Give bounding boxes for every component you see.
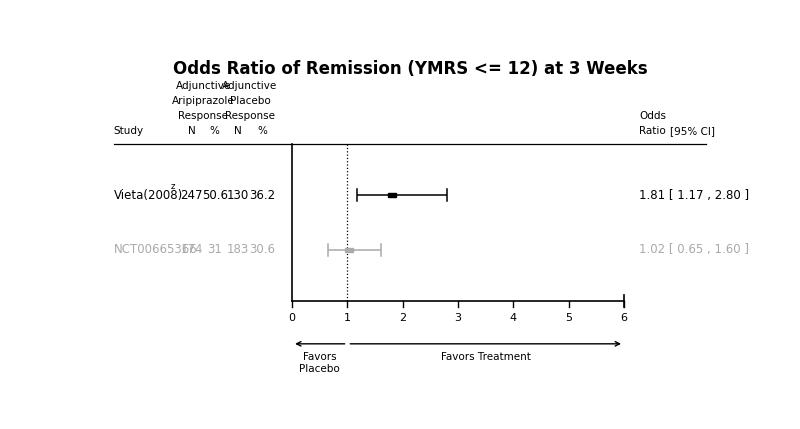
Text: %: % <box>258 126 267 136</box>
Text: 1.81 [ 1.17 , 2.80 ]: 1.81 [ 1.17 , 2.80 ] <box>639 189 750 202</box>
Text: Vieta(2008): Vieta(2008) <box>114 189 183 202</box>
Text: Study: Study <box>114 126 144 136</box>
Bar <box>345 248 353 252</box>
Text: Placebo: Placebo <box>230 96 270 106</box>
Text: [95% CI]: [95% CI] <box>670 126 715 136</box>
Text: 36.2: 36.2 <box>250 189 275 202</box>
Text: 247: 247 <box>181 189 203 202</box>
Text: 3: 3 <box>454 313 462 323</box>
Bar <box>388 193 396 197</box>
Text: NCT00665366: NCT00665366 <box>114 243 198 256</box>
Text: N: N <box>234 126 242 136</box>
Text: Favors
Placebo: Favors Placebo <box>299 352 340 374</box>
Text: 2: 2 <box>399 313 406 323</box>
Text: Odds Ratio of Remission (YMRS <= 12) at 3 Weeks: Odds Ratio of Remission (YMRS <= 12) at … <box>173 60 647 78</box>
Text: Favors Treatment: Favors Treatment <box>441 352 530 362</box>
Text: Ratio: Ratio <box>639 126 666 136</box>
Text: 183: 183 <box>226 243 249 256</box>
Text: 50.6: 50.6 <box>202 189 228 202</box>
Text: 0: 0 <box>289 313 296 323</box>
Text: 174: 174 <box>181 243 203 256</box>
Text: 130: 130 <box>226 189 249 202</box>
Text: 1: 1 <box>344 313 351 323</box>
Text: %: % <box>210 126 220 136</box>
Text: Adjunctive: Adjunctive <box>222 81 278 91</box>
Text: 6: 6 <box>621 313 627 323</box>
Text: z: z <box>170 182 174 191</box>
Text: Adjunctive: Adjunctive <box>176 81 231 91</box>
Text: 5: 5 <box>565 313 572 323</box>
Text: Aripiprazole: Aripiprazole <box>172 96 234 106</box>
Text: Response: Response <box>178 111 228 121</box>
Text: 30.6: 30.6 <box>250 243 275 256</box>
Text: 31: 31 <box>207 243 222 256</box>
Text: Response: Response <box>225 111 275 121</box>
Text: 1.02 [ 0.65 , 1.60 ]: 1.02 [ 0.65 , 1.60 ] <box>639 243 750 256</box>
Text: N: N <box>188 126 196 136</box>
Text: 4: 4 <box>510 313 517 323</box>
Text: Odds: Odds <box>639 111 666 121</box>
